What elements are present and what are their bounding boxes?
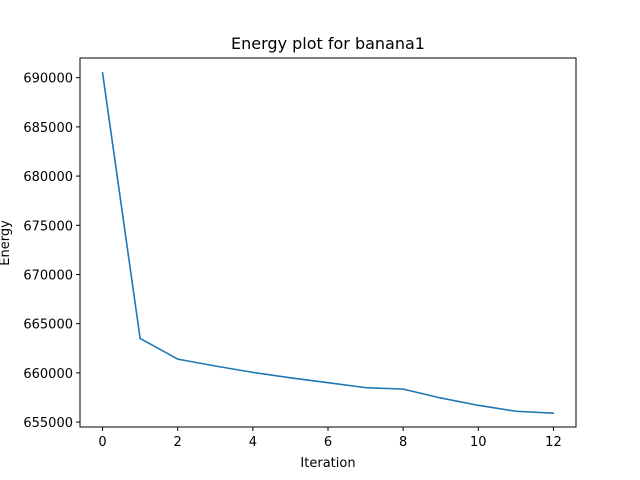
- data-point: [477, 404, 480, 407]
- x-tick-label: 8: [399, 435, 407, 450]
- y-tick-label: 655000: [23, 416, 73, 431]
- data-point: [176, 358, 179, 360]
- data-point: [101, 71, 104, 74]
- x-tick-label: 10: [470, 435, 487, 450]
- plot-layer: 0 2 4 6 8 10 12 655000 660000 665000 670000 675000 6…: [23, 72, 561, 450]
- plot-frame: [79, 57, 577, 428]
- x-tick-label: 4: [249, 435, 257, 450]
- data-point: [439, 397, 442, 399]
- data-point: [402, 388, 404, 390]
- y-tick-label: 675000: [23, 219, 73, 234]
- data-point: [515, 410, 517, 413]
- x-tick-label: 0: [98, 435, 106, 450]
- data-point: [327, 381, 329, 384]
- y-tick-label: 690000: [23, 72, 73, 87]
- data-point: [364, 386, 367, 389]
- x-tick-label: 12: [545, 435, 562, 450]
- y-tick-label: 660000: [23, 367, 73, 382]
- chart-title: Energy plot for banana1: [231, 34, 425, 53]
- y-tick-label: 680000: [23, 170, 73, 185]
- y-axis-label: Energy: [0, 220, 13, 266]
- data-point: [252, 371, 254, 374]
- y-tick-label: 665000: [23, 318, 73, 333]
- data-point: [552, 412, 555, 415]
- x-tick-label: 2: [174, 435, 182, 450]
- x-tick-label: 6: [324, 435, 332, 450]
- y-tick-label: 670000: [23, 268, 73, 283]
- data-point: [214, 365, 217, 367]
- data-point: [289, 377, 292, 379]
- x-axis-label: Iteration: [300, 456, 355, 471]
- y-tick-label: 685000: [23, 121, 73, 136]
- data-point: [139, 337, 141, 340]
